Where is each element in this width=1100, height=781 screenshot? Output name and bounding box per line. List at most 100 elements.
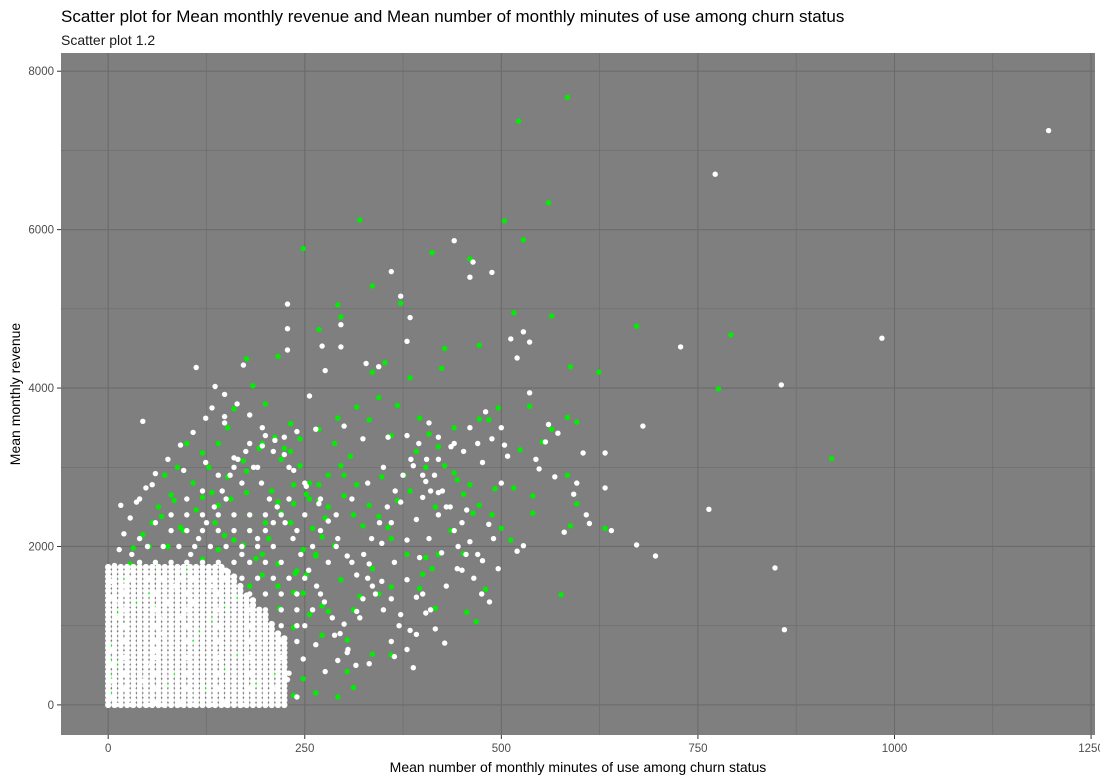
data-point <box>142 563 150 571</box>
data-point <box>398 499 404 505</box>
data-point <box>199 701 206 709</box>
data-point <box>520 329 527 335</box>
data-point <box>174 682 181 690</box>
data-point <box>473 619 479 625</box>
data-point <box>274 677 282 685</box>
data-point <box>211 611 219 618</box>
data-point <box>207 543 214 550</box>
data-point <box>404 338 410 344</box>
data-point <box>366 502 372 508</box>
data-point <box>243 597 250 604</box>
data-point <box>224 668 231 675</box>
data-point <box>398 293 404 299</box>
data-point <box>492 486 498 492</box>
data-point <box>247 440 253 447</box>
data-point <box>180 597 187 604</box>
data-point <box>199 611 206 618</box>
data-point <box>193 582 200 590</box>
data-point <box>286 670 292 676</box>
data-point <box>199 635 206 642</box>
data-point <box>130 692 137 699</box>
data-point <box>155 504 162 510</box>
data-point <box>161 611 168 618</box>
data-point <box>230 649 238 656</box>
data-point <box>224 677 231 685</box>
data-point <box>105 682 112 690</box>
data-point <box>218 663 225 671</box>
data-point <box>455 543 461 550</box>
data-point <box>249 696 257 704</box>
data-point <box>335 694 341 700</box>
data-point <box>467 274 473 280</box>
data-point <box>186 687 194 694</box>
data-point <box>142 654 150 661</box>
data-point <box>186 563 194 571</box>
data-point <box>161 573 168 580</box>
data-point <box>136 563 143 571</box>
data-point <box>199 673 206 680</box>
data-point <box>254 575 261 581</box>
data-point <box>224 701 231 709</box>
data-point <box>167 625 175 633</box>
data-point <box>193 630 200 637</box>
data-point <box>249 649 257 656</box>
data-point <box>297 436 303 442</box>
data-point <box>180 673 187 680</box>
data-point <box>564 94 571 101</box>
data-point <box>167 639 175 647</box>
data-point <box>281 682 288 690</box>
data-point <box>130 606 137 613</box>
data-point <box>262 607 269 613</box>
data-point <box>464 609 470 615</box>
data-point <box>117 654 125 661</box>
data-point <box>230 682 238 690</box>
data-point <box>256 606 263 613</box>
data-point <box>167 592 175 599</box>
data-point <box>215 472 221 478</box>
data-point <box>149 620 156 628</box>
data-point <box>199 488 206 494</box>
data-point <box>211 682 219 690</box>
data-point <box>218 582 225 590</box>
data-point <box>294 694 300 700</box>
data-point <box>256 701 263 709</box>
data-point <box>211 663 219 671</box>
data-point <box>230 663 238 671</box>
data-point <box>476 416 482 422</box>
data-point <box>136 635 143 642</box>
data-point <box>360 436 366 442</box>
data-point <box>498 480 504 486</box>
data-point <box>274 682 282 690</box>
data-point <box>464 507 470 513</box>
data-point <box>174 673 181 680</box>
data-point <box>186 573 194 580</box>
data-point <box>249 644 257 652</box>
data-point <box>303 491 309 497</box>
data-point <box>193 687 200 694</box>
data-point <box>218 673 225 680</box>
data-point <box>574 480 580 486</box>
data-point <box>167 601 175 609</box>
data-point <box>230 658 238 666</box>
data-point <box>105 696 112 704</box>
data-point <box>105 658 112 666</box>
data-point <box>772 565 778 571</box>
data-point <box>161 663 168 671</box>
data-point <box>256 611 263 618</box>
data-point <box>161 668 168 675</box>
data-point <box>398 300 404 306</box>
data-point <box>230 592 238 599</box>
data-point <box>111 578 118 585</box>
data-point <box>180 620 187 628</box>
data-point <box>407 627 413 634</box>
data-point <box>180 606 187 613</box>
data-point <box>258 480 265 486</box>
data-point <box>199 663 206 671</box>
data-point <box>136 559 143 565</box>
data-point <box>161 677 168 685</box>
data-point <box>479 558 486 564</box>
data-point <box>247 559 253 565</box>
data-point <box>205 696 212 704</box>
data-point <box>130 658 137 666</box>
data-point <box>284 347 291 353</box>
